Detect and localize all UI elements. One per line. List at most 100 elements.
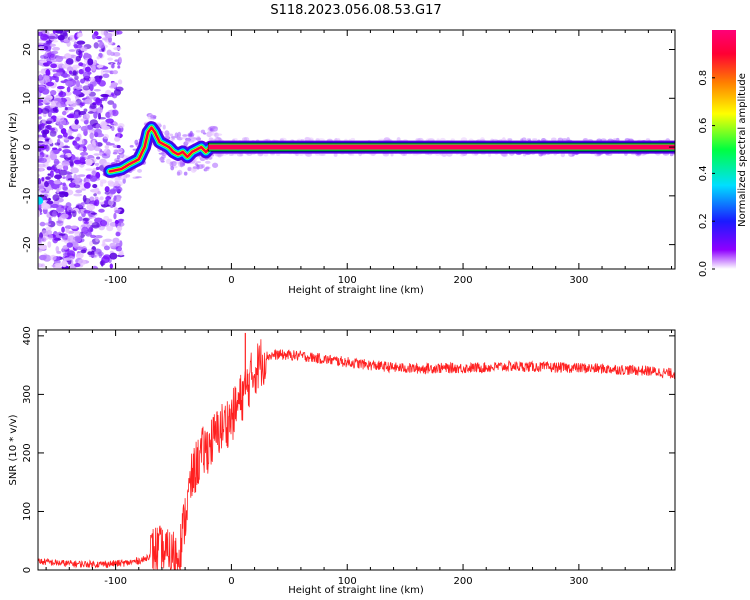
spectrum-blob xyxy=(214,152,221,157)
spectrum-blob xyxy=(263,152,269,157)
spectrum-blob xyxy=(91,170,97,175)
spectrum-blob xyxy=(55,106,59,113)
spectrum-blob xyxy=(52,69,57,73)
spectrum-blob xyxy=(70,225,78,229)
spectrum-blob xyxy=(73,113,80,119)
spectrum-blob xyxy=(113,136,121,142)
spectrum-blob xyxy=(182,134,188,137)
spectrum-blob xyxy=(53,158,60,166)
spectrum-blob xyxy=(55,115,65,122)
spectrum-blob xyxy=(88,254,97,258)
snr-y-axis-label: SNR (10 * v/v) xyxy=(8,414,19,485)
spectrum-blob xyxy=(99,181,104,187)
spectrum-blob xyxy=(111,109,119,117)
spectrum-blob xyxy=(72,210,77,218)
spectrum-blob xyxy=(64,225,73,230)
spectrum-blob xyxy=(91,65,96,72)
spectrum-blob xyxy=(68,255,75,261)
y-tick-label: 100 xyxy=(22,502,33,521)
spectrum-blob xyxy=(150,114,157,119)
spectrogram-heatmap xyxy=(38,30,675,269)
colorbar-label: Normalized spectral amplitude xyxy=(737,73,748,227)
spectrum-blob xyxy=(89,240,93,247)
spectrum-blob xyxy=(106,149,111,156)
spectrum-blob xyxy=(77,216,83,222)
colorbar-tick-label: 0.6 xyxy=(698,118,709,134)
spectrum-blob xyxy=(62,149,71,154)
spectrum-blob xyxy=(80,151,89,157)
spectrum-blob xyxy=(52,194,60,202)
spectrum-blob xyxy=(78,204,83,209)
spectrum-blob xyxy=(63,164,69,172)
spectrum-blob xyxy=(99,201,105,205)
spectrum-blob xyxy=(228,153,234,156)
spectrum-blob xyxy=(507,138,513,141)
spectrum-blob xyxy=(81,226,89,234)
spectrum-blob xyxy=(187,166,192,170)
spectrum-blob xyxy=(38,137,45,140)
spectrum-blob xyxy=(115,86,124,92)
spectrum-blob xyxy=(111,63,115,69)
spectrum-blob xyxy=(80,249,87,254)
spectrum-blob xyxy=(49,43,56,47)
spectrum-blob xyxy=(56,207,65,213)
spectrum-blob xyxy=(118,251,124,256)
spectrum-blob xyxy=(48,217,52,225)
spectrum-blob xyxy=(137,168,143,173)
spectrum-blob xyxy=(56,101,65,108)
spectrum-blob xyxy=(54,72,61,77)
spectrum-blob xyxy=(87,111,95,114)
spectrum-blob xyxy=(118,149,123,152)
spectrum-blob xyxy=(45,176,51,180)
spectrum-blob xyxy=(118,152,125,159)
spectrum-blob xyxy=(42,141,50,144)
spectrum-blob xyxy=(52,210,57,218)
spectrum-blob xyxy=(49,150,54,158)
spectrum-blob xyxy=(96,56,100,60)
spectrum-blob xyxy=(94,235,103,239)
spectrum-blob xyxy=(58,233,66,236)
spectrum-blob xyxy=(67,135,74,140)
spectrum-blob xyxy=(236,153,244,157)
spectrum-blob xyxy=(81,46,88,52)
spectrum-blob xyxy=(93,153,100,156)
spectrum-blob xyxy=(80,102,85,107)
spectrum-blob xyxy=(118,218,125,222)
spectrum-blob xyxy=(98,112,102,120)
spectrum-blob xyxy=(59,124,64,130)
spectrum-blob xyxy=(176,171,181,176)
spectrum-blob xyxy=(195,130,201,133)
spectrum-blob xyxy=(78,147,84,152)
spectrum-blob xyxy=(200,129,206,134)
spectrum-blob xyxy=(83,209,91,214)
spectrum-blob xyxy=(216,133,223,136)
spectrum-blob xyxy=(184,140,190,145)
spectrum-blob xyxy=(112,103,117,109)
spectrum-blob xyxy=(107,100,115,105)
spectrum-blob xyxy=(171,135,176,139)
spectrum-blob xyxy=(74,235,82,243)
spectrum-blob xyxy=(87,58,94,66)
spectrum-blob xyxy=(77,259,87,266)
spectrum-blob xyxy=(45,69,51,77)
spectrum-blob xyxy=(107,182,117,187)
spectrum-blob xyxy=(94,147,101,152)
spectrum-blob xyxy=(38,174,41,177)
spectrum-blob xyxy=(119,240,123,247)
spectrum-blob xyxy=(295,152,299,157)
spectrum-blob xyxy=(46,229,53,236)
spectrum-blob xyxy=(43,75,50,80)
spectrum-blob xyxy=(190,137,197,141)
spectrum-blob xyxy=(103,245,110,251)
spectrum-blob xyxy=(98,41,105,49)
spectrum-blob xyxy=(192,166,198,169)
spectrum-blob xyxy=(45,120,53,124)
y-tick-label: 300 xyxy=(22,385,33,404)
spectrum-blob xyxy=(300,138,305,141)
spectrum-blob xyxy=(104,191,110,195)
spectrum-blob xyxy=(109,263,114,269)
spectrum-blob xyxy=(96,156,101,160)
spectrum-blob xyxy=(117,222,125,227)
colorbar-tick-label: 0.2 xyxy=(698,213,709,229)
spectrum-blob xyxy=(93,111,98,119)
